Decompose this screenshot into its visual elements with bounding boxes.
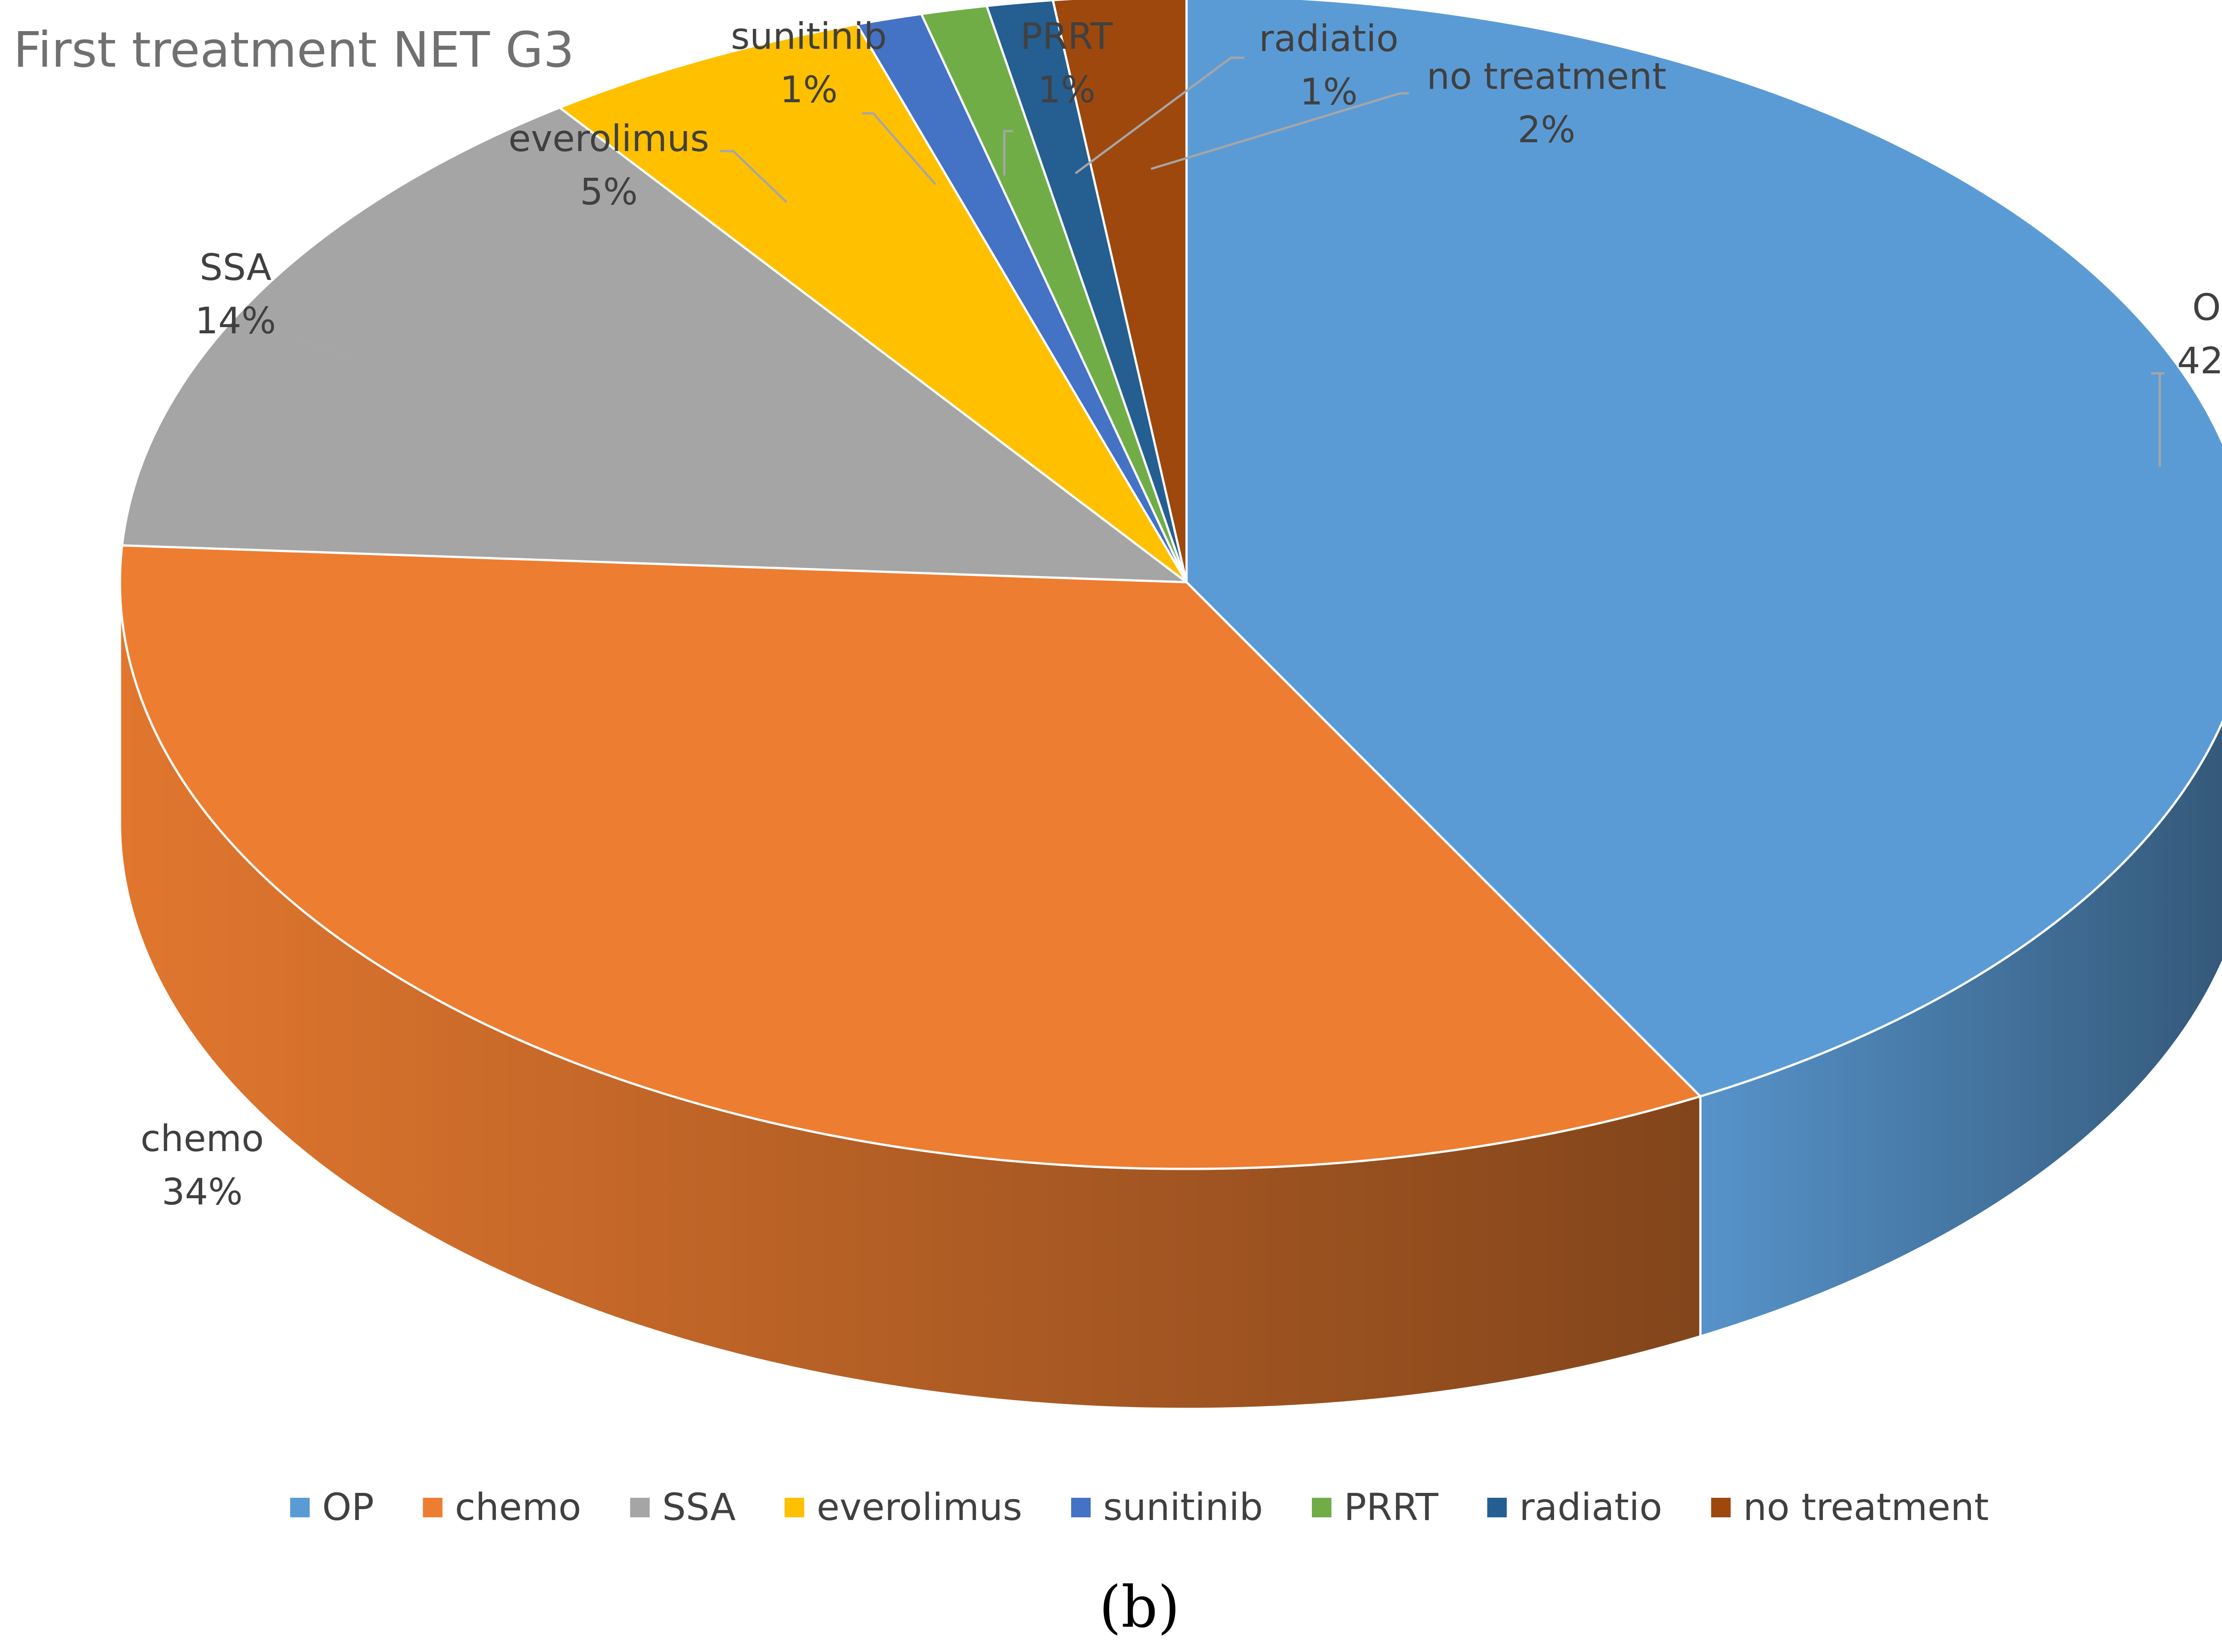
data-label-everolimus-name: everolimus [508,118,709,160]
pie-slice-op [1185,0,2222,1098]
legend-item-op: OP [290,1485,374,1529]
legend-label-op: OP [322,1485,374,1529]
legend-label-sunitinib: sunitinib [1103,1485,1263,1529]
data-label-op-name: OP [2192,287,2222,329]
pie-slice-everolimus [558,23,1188,584]
data-label-no-treatment-value: 2% [1518,109,1575,151]
legend-item-sunitinib: sunitinib [1071,1485,1263,1529]
legend-item-radiatio: radiatio [1487,1485,1663,1529]
legend-label-ssa: SSA [662,1485,736,1529]
legend-swatch-no-treatment [1711,1498,1731,1517]
leader-line-no-treatment [1151,92,1409,170]
legend-label-no-treatment: no treatment [1743,1485,1989,1529]
chart-title: First treatment NET G3 [13,21,574,78]
pie-slice-no-treatment [1051,0,1188,584]
leader-line-sunitinib [862,112,936,185]
data-labels: OP 42% chemo 34% SSA 14% everolimus 5% sunitinib… [140,16,2222,1213]
legend-label-prrt: PRRT [1344,1485,1439,1529]
legend-label-chemo: chemo [455,1485,581,1529]
legend-label-radiatio: radiatio [1519,1485,1663,1529]
leader-line-prrt [1003,130,1013,176]
leader-line-ssa [293,336,356,359]
data-label-prrt-name: PRRT [1020,16,1113,58]
pie-slice-ssa [121,106,1188,584]
data-label-sunitinib-value: 1% [780,69,838,111]
legend-item-ssa: SSA [630,1485,736,1529]
leader-line-op [2151,372,2164,467]
data-label-op-value: 42% [2177,340,2222,382]
data-label-radiatio-value: 1% [1300,71,1358,113]
legend-item-no-treatment: no treatment [1711,1485,1989,1529]
leader-line-everolimus [720,150,787,203]
legend-swatch-sunitinib [1071,1498,1091,1517]
pie-sides [119,581,2222,1410]
legend-label-everolimus: everolimus [817,1485,1023,1529]
legend-swatch-chemo [423,1498,443,1517]
legend-swatch-op [290,1498,310,1517]
legend-swatch-prrt [1312,1498,1332,1517]
legend: OP chemo SSA everolimus sunitinib PRRT radiati… [290,1485,1989,1529]
figure-caption: (b) [1099,1574,1180,1640]
legend-item-prrt: PRRT [1312,1485,1439,1529]
leader-lines [293,56,2164,467]
pie-slices [119,0,2222,1170]
data-label-radiatio-name: radiatio [1259,18,1399,60]
legend-item-chemo: chemo [423,1485,581,1529]
legend-swatch-radiatio [1487,1498,1507,1517]
legend-swatch-everolimus [784,1498,804,1517]
data-label-sunitinib-name: sunitinib [731,16,887,58]
legend-swatch-ssa [630,1498,650,1517]
data-label-chemo-name: chemo [140,1118,264,1160]
pie-slice-chemo [119,544,1702,1170]
legend-item-everolimus: everolimus [784,1485,1023,1529]
data-label-chemo-value: 34% [162,1171,243,1213]
data-label-everolimus-value: 5% [580,171,638,213]
data-label-prrt-value: 1% [1038,69,1095,111]
leader-line-radiatio [1075,56,1244,175]
data-label-ssa-value: 14% [195,300,276,342]
data-label-ssa-name: SSA [200,247,272,289]
data-label-no-treatment-name: no treatment [1427,56,1666,98]
